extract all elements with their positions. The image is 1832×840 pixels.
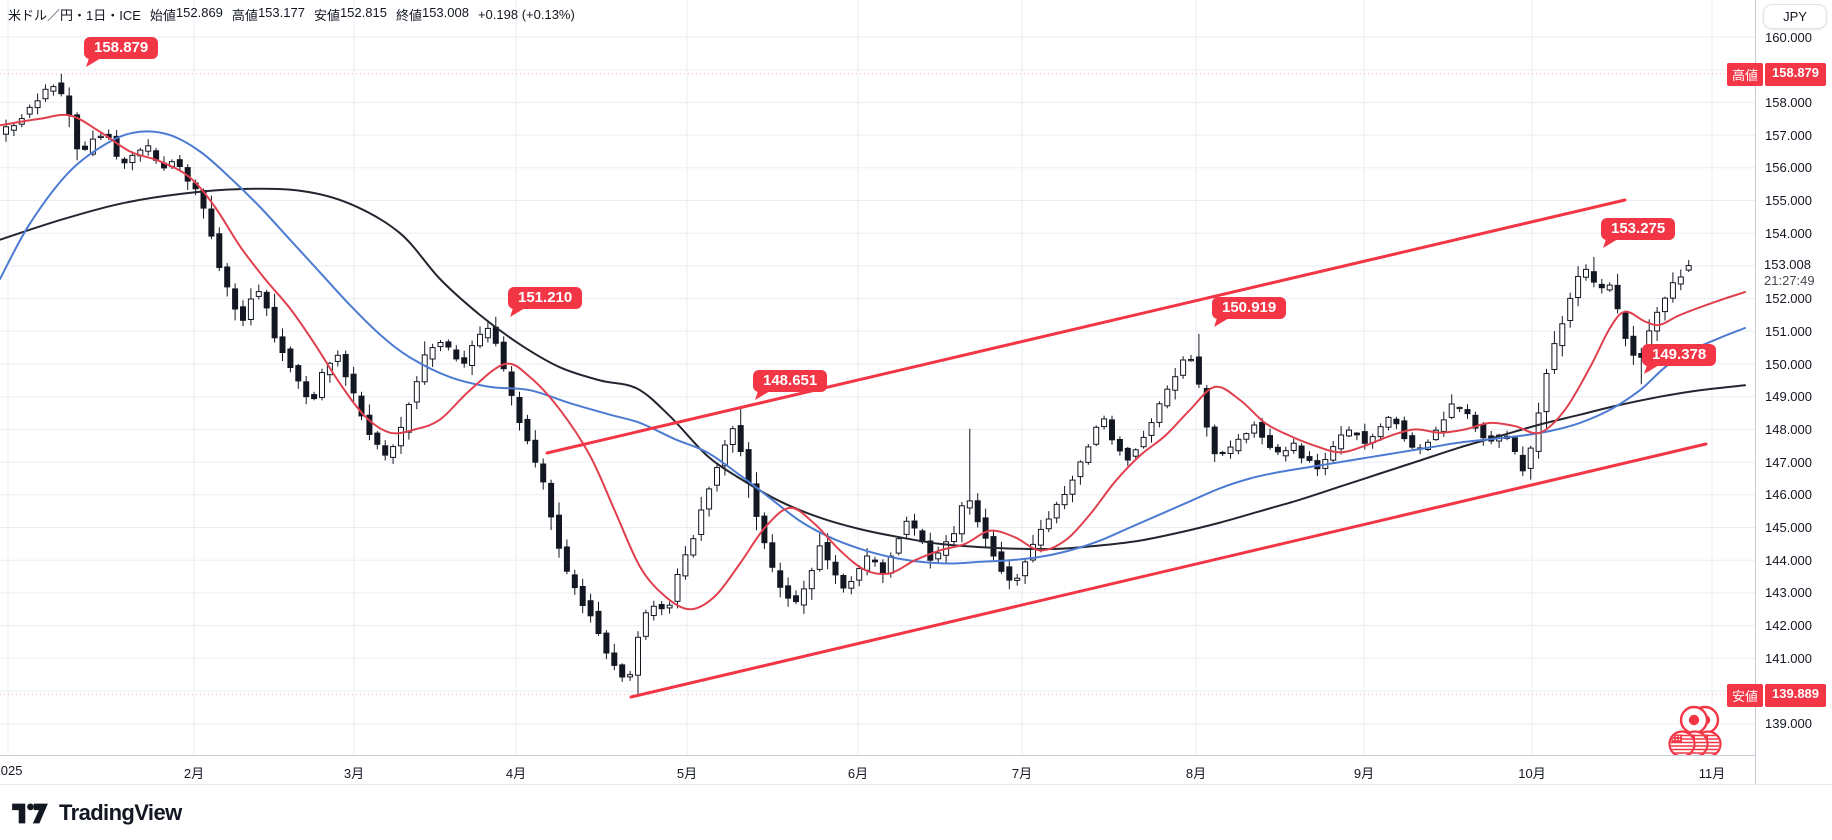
bar-countdown: 21:27:49 <box>1764 273 1815 289</box>
low-badge-tag: 安値 <box>1727 684 1764 708</box>
trend-channel[interactable] <box>545 198 1708 699</box>
y-axis-tick: 142.000 <box>1765 618 1812 634</box>
y-axis-tick: 149.000 <box>1765 389 1812 405</box>
legend-open: 始値 152.869 <box>149 5 223 23</box>
y-axis-tick: 147.000 <box>1765 454 1812 470</box>
price-axis[interactable]: JPY 160.000 158.000 157.000 156.000 155.000 1… <box>1755 0 1832 784</box>
price-callout[interactable]: 153.275 <box>1601 218 1676 240</box>
callout-layer: 158.879 151.210 148.651 150.919 153.275 149.3… <box>0 0 1755 755</box>
x-axis-tick: 8月 <box>1185 766 1207 781</box>
y-axis-tick: 144.000 <box>1765 552 1812 568</box>
price-callout[interactable]: 149.378 <box>1642 344 1717 366</box>
y-axis-tick: 139.000 <box>1765 716 1812 732</box>
ma_blue-line <box>0 130 1746 565</box>
event-flag-icons[interactable] <box>1668 705 1722 758</box>
y-axis-tick: 154.000 <box>1765 225 1812 241</box>
x-axis-tick: 7月 <box>1011 766 1033 781</box>
y-axis-tick: 146.000 <box>1765 487 1812 503</box>
last-price-value: 153.008 <box>1764 257 1811 273</box>
x-axis-tick: 2025 <box>0 763 23 778</box>
x-axis-tick: 6月 <box>847 766 869 781</box>
price-callout[interactable]: 148.651 <box>753 370 828 392</box>
currency-button[interactable]: JPY <box>1763 4 1827 29</box>
currency-label: JPY <box>1783 9 1807 24</box>
y-axis-tick: 158.000 <box>1765 94 1812 110</box>
low-price-badge: 安値 139.889 <box>1727 684 1827 708</box>
y-axis-tick: 160.000 <box>1765 29 1812 45</box>
price-chart-canvas[interactable] <box>0 0 1755 758</box>
last-price-block: 153.008 21:27:49 <box>1764 257 1815 289</box>
y-axis-tick: 150.000 <box>1765 356 1812 372</box>
legend-high: 高値 153.177 <box>231 5 305 23</box>
x-axis-tick: 4月 <box>505 766 527 781</box>
y-axis-tick: 143.000 <box>1765 585 1812 601</box>
tradingview-logo-icon <box>12 803 48 824</box>
y-axis-tick: 152.000 <box>1765 291 1812 307</box>
ma_red-line <box>0 113 1746 611</box>
legend-close: 終値 153.008 <box>395 5 469 23</box>
price-change: +0.198 (+0.13%) <box>477 7 575 22</box>
symbol-title[interactable]: 米ドル／円・1日・ICE <box>8 8 141 23</box>
high-badge-tag: 高値 <box>1727 63 1764 87</box>
x-axis-tick: 10月 <box>1518 766 1546 781</box>
y-axis-tick: 145.000 <box>1765 520 1812 535</box>
y-axis-tick: 141.000 <box>1765 650 1812 666</box>
candlesticks <box>3 73 1692 695</box>
x-axis-tick: 9月 <box>1353 766 1375 781</box>
symbol-legend: 米ドル／円・1日・ICE 始値 152.869 高値 153.177 安値 152.8… <box>8 5 575 24</box>
tradingview-logo[interactable]: TradingView <box>10 797 182 829</box>
y-axis-tick: 151.000 <box>1765 323 1812 339</box>
ma_black-line <box>0 187 1746 551</box>
low-badge-value: 139.889 <box>1765 684 1827 708</box>
footer-bar: TradingView <box>0 784 1832 840</box>
y-axis-tick: 156.000 <box>1765 160 1812 176</box>
high-badge-value: 158.879 <box>1765 63 1827 87</box>
price-callout[interactable]: 150.919 <box>1212 297 1287 319</box>
y-axis-tick: 148.000 <box>1765 421 1812 437</box>
legend-low: 安値 152.815 <box>313 5 387 23</box>
price-callout[interactable]: 158.879 <box>84 37 159 59</box>
x-axis-tick: 11月 <box>1698 766 1726 781</box>
time-axis[interactable]: 2025 2月 3月 4月 5月 6月 7月 8月 9月 10月 11月 <box>0 755 1755 785</box>
extreme-dashed-lines <box>0 73 1755 696</box>
x-axis-tick: 5月 <box>676 766 698 781</box>
ma-lines[interactable] <box>0 113 1746 611</box>
x-axis-tick: 3月 <box>343 766 365 781</box>
x-axis-tick: 2月 <box>183 766 205 781</box>
y-axis-tick: 155.000 <box>1765 193 1812 208</box>
price-callout[interactable]: 151.210 <box>508 287 583 309</box>
grid-lines <box>0 0 1755 755</box>
tradingview-logo-text: TradingView <box>59 800 182 825</box>
high-price-badge: 高値 158.879 <box>1727 63 1827 87</box>
y-axis-tick: 157.000 <box>1765 127 1812 143</box>
